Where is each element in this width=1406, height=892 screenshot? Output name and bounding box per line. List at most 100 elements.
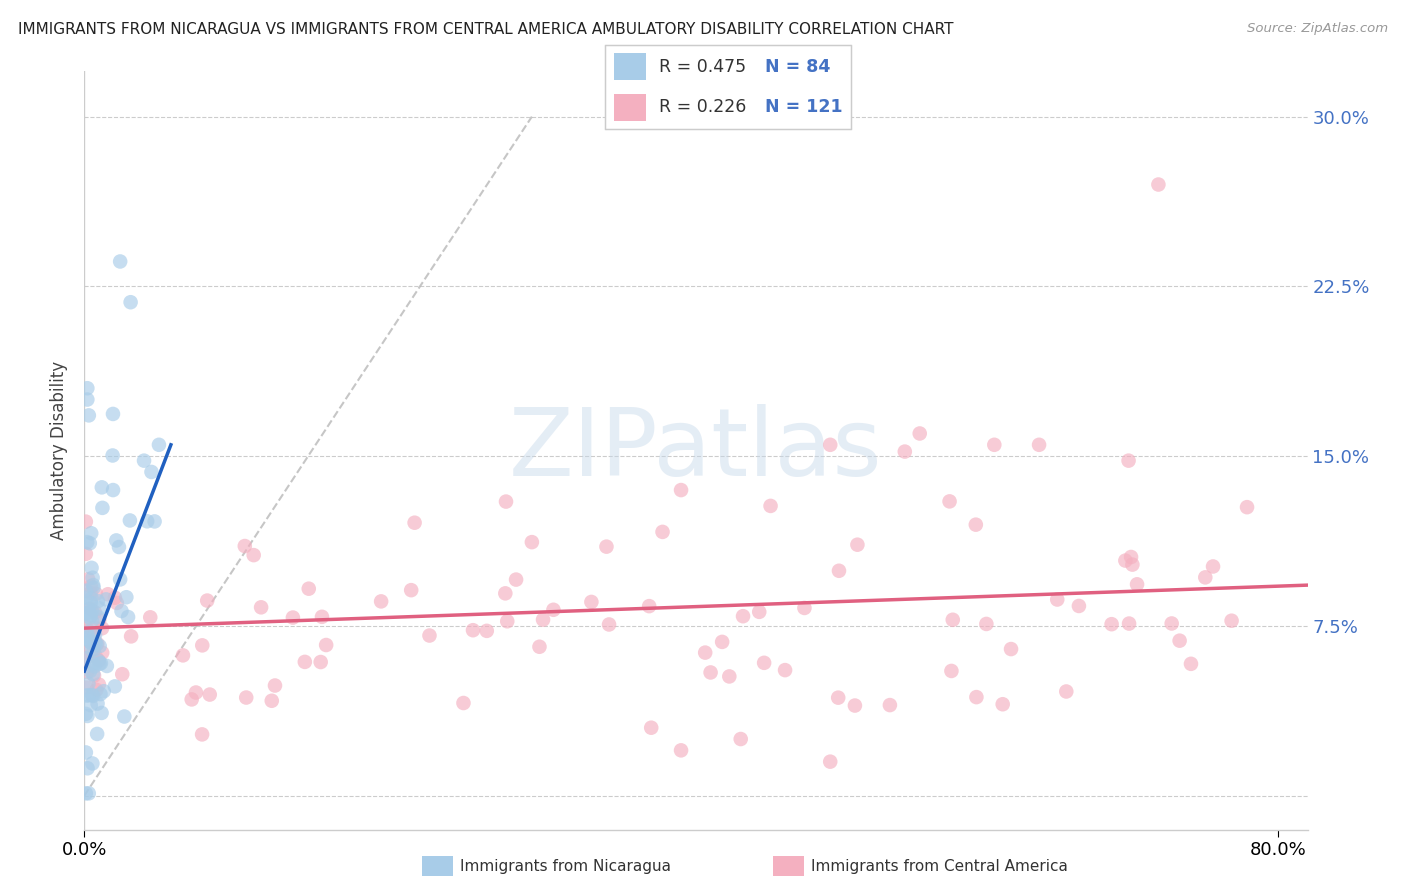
Point — [110, 604, 132, 618]
Point — [759, 499, 782, 513]
Point — [132, 453, 155, 467]
Point — [264, 679, 287, 693]
Point — [77, 630, 100, 644]
Point — [96, 659, 118, 673]
Point — [75, 651, 97, 665]
Point — [191, 727, 214, 741]
Point — [83, 627, 105, 641]
Point — [938, 494, 960, 508]
Text: R = 0.475: R = 0.475 — [658, 58, 745, 76]
Point — [101, 407, 124, 421]
Point — [83, 668, 105, 682]
Point — [75, 632, 97, 646]
Point — [82, 756, 104, 771]
Point — [1147, 178, 1170, 192]
Point — [89, 613, 111, 627]
Point — [80, 561, 103, 575]
Point — [595, 540, 617, 554]
Point — [141, 465, 163, 479]
Point — [80, 604, 103, 618]
Point — [711, 635, 734, 649]
Point — [97, 587, 120, 601]
Point — [87, 610, 110, 624]
Point — [86, 727, 108, 741]
Point — [75, 547, 97, 561]
Point — [651, 524, 673, 539]
Point — [83, 581, 105, 595]
Point — [1121, 558, 1143, 572]
Point — [118, 513, 141, 527]
Point — [75, 706, 97, 721]
Point — [496, 614, 519, 628]
Point — [475, 624, 498, 638]
Point — [80, 642, 103, 657]
Point — [730, 732, 752, 747]
Point — [818, 755, 841, 769]
Point — [773, 663, 796, 677]
Point — [79, 586, 101, 600]
Point — [82, 571, 104, 585]
Text: IMMIGRANTS FROM NICARAGUA VS IMMIGRANTS FROM CENTRAL AMERICA AMBULATORY DISABILI: IMMIGRANTS FROM NICARAGUA VS IMMIGRANTS … — [18, 22, 953, 37]
Point — [543, 603, 565, 617]
Point — [699, 665, 721, 680]
Point — [89, 639, 111, 653]
Point — [79, 601, 101, 615]
Point — [75, 645, 97, 659]
Point — [748, 605, 770, 619]
Point — [1126, 577, 1149, 591]
Point — [1180, 657, 1202, 671]
Point — [87, 594, 110, 608]
Point — [598, 617, 620, 632]
Point — [718, 669, 741, 683]
Point — [172, 648, 194, 663]
Point — [83, 642, 105, 657]
Point — [1168, 633, 1191, 648]
Point — [90, 706, 112, 720]
Point — [77, 602, 100, 616]
Point — [101, 449, 124, 463]
Point — [108, 254, 131, 268]
Point — [1067, 599, 1090, 613]
Point — [77, 572, 100, 586]
Point — [111, 667, 134, 681]
Point — [115, 591, 138, 605]
Point — [77, 677, 100, 691]
FancyBboxPatch shape — [614, 94, 647, 120]
Point — [90, 657, 112, 671]
Point — [108, 573, 131, 587]
Point — [82, 578, 104, 592]
Point — [965, 517, 987, 532]
Point — [86, 697, 108, 711]
Point — [112, 709, 135, 723]
Point — [84, 628, 107, 642]
Text: Immigrants from Central America: Immigrants from Central America — [811, 859, 1069, 873]
Point — [983, 438, 1005, 452]
Point — [298, 582, 321, 596]
Point — [76, 709, 98, 723]
Point — [86, 637, 108, 651]
Point — [242, 548, 264, 562]
Point — [77, 786, 100, 800]
FancyBboxPatch shape — [614, 54, 647, 80]
Point — [942, 613, 965, 627]
Point — [1046, 592, 1069, 607]
Point — [908, 426, 931, 441]
Point — [148, 438, 170, 452]
Point — [250, 600, 273, 615]
Point — [198, 688, 221, 702]
Point — [79, 634, 101, 648]
Point — [89, 687, 111, 701]
Point — [80, 579, 103, 593]
Point — [195, 593, 218, 607]
Point — [86, 682, 108, 697]
Point — [84, 635, 107, 649]
Point — [77, 409, 100, 423]
Point — [399, 583, 422, 598]
Point — [529, 640, 551, 654]
Point — [105, 533, 128, 548]
Point — [79, 664, 101, 678]
Point — [495, 494, 517, 508]
Point — [184, 685, 207, 699]
Point — [82, 667, 104, 681]
Point — [79, 605, 101, 619]
